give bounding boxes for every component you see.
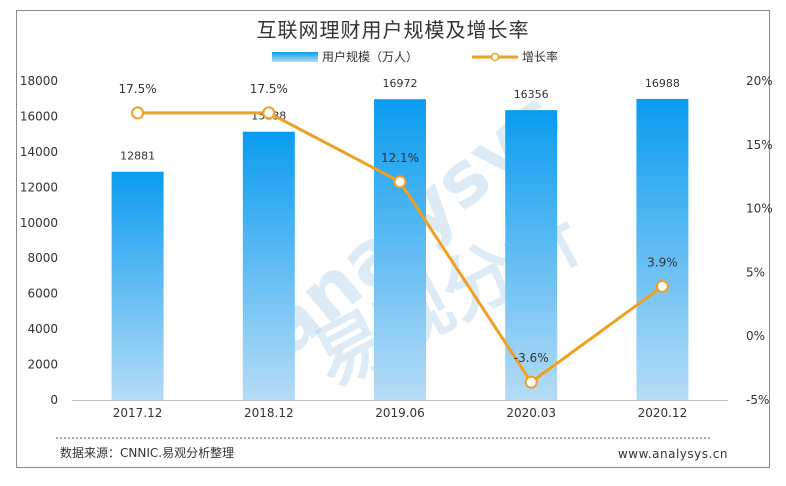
growth-rate-label: 17.5% <box>250 82 288 96</box>
legend-label-line: 增长率 <box>522 49 558 64</box>
y-right-tick-label: 20% <box>746 74 773 88</box>
legend-swatch-marker <box>492 54 499 61</box>
y-right-tick-label: 10% <box>746 202 773 216</box>
y-left-tick-label: 8000 <box>27 251 58 265</box>
bar <box>374 99 426 400</box>
growth-rate-label: 3.9% <box>647 255 678 269</box>
growth-rate-marker <box>657 281 668 292</box>
y-left-tick-label: 6000 <box>27 287 58 301</box>
legend-label-bar: 用户规模（万人） <box>322 49 418 64</box>
y-right-tick-label: 15% <box>746 138 773 152</box>
growth-rate-label: -3.6% <box>514 351 549 365</box>
x-tick-label: 2019.06 <box>375 406 425 420</box>
y-left-tick-label: 18000 <box>20 74 58 88</box>
growth-rate-marker <box>263 107 274 118</box>
x-tick-label: 2020.12 <box>638 406 688 420</box>
growth-rate-marker <box>132 107 143 118</box>
source-note: 数据来源：CNNIC.易观分析整理 <box>60 444 234 461</box>
bar <box>636 99 688 400</box>
y-right-tick-label: 5% <box>746 265 765 279</box>
site-url: www.analysys.cn <box>618 447 728 461</box>
y-right-tick-label: -5% <box>746 393 769 407</box>
bar <box>112 172 164 400</box>
y-left-tick-label: 12000 <box>20 180 58 194</box>
x-tick-label: 2017.12 <box>113 406 163 420</box>
growth-rate-marker <box>526 377 537 388</box>
y-left-tick-label: 2000 <box>27 358 58 372</box>
bar-value-label: 12881 <box>120 150 155 163</box>
bar <box>243 132 295 400</box>
y-right-tick-label: 0% <box>746 329 765 343</box>
bar-value-label: 16972 <box>383 77 418 90</box>
y-left-tick-label: 10000 <box>20 216 58 230</box>
y-left-tick-label: 0 <box>50 393 58 407</box>
growth-rate-label: 12.1% <box>381 151 419 165</box>
legend-swatch-bar <box>272 52 318 62</box>
y-left-tick-label: 16000 <box>20 109 58 123</box>
growth-rate-label: 17.5% <box>119 82 157 96</box>
growth-rate-marker <box>395 176 406 187</box>
y-left-tick-label: 14000 <box>20 145 58 159</box>
y-left-tick-label: 4000 <box>27 322 58 336</box>
x-tick-label: 2018.12 <box>244 406 294 420</box>
bar-value-label: 16988 <box>645 77 680 90</box>
bar-value-label: 16356 <box>514 88 549 101</box>
x-tick-label: 2020.03 <box>506 406 556 420</box>
